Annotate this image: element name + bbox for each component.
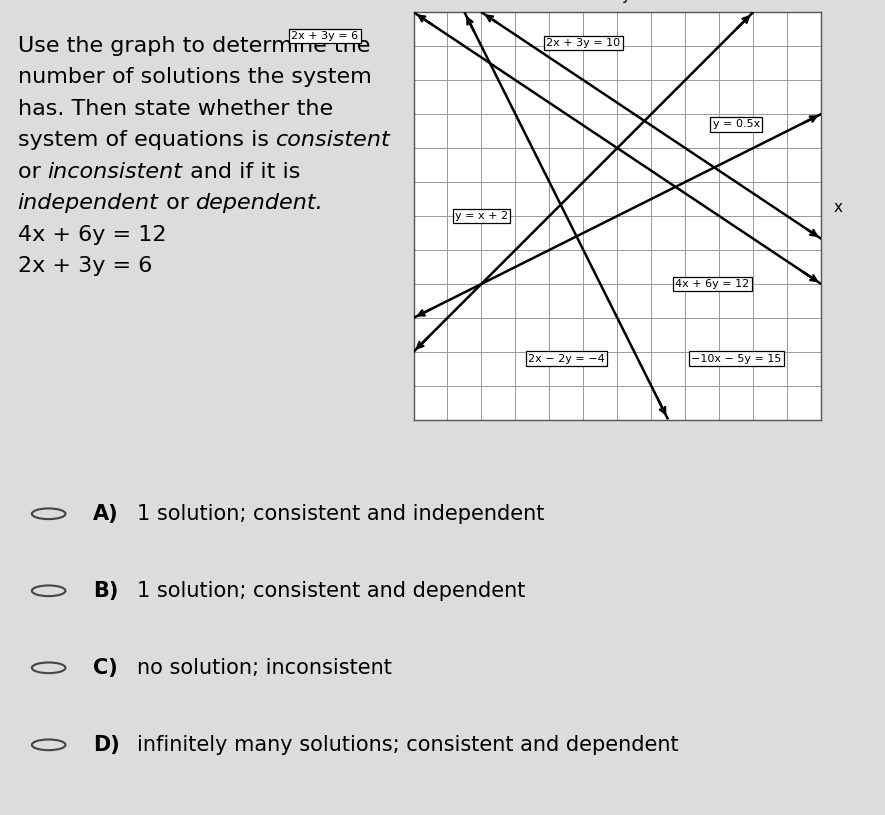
Text: 4x + 6y = 12: 4x + 6y = 12 bbox=[18, 225, 166, 245]
Text: 2x + 3y = 10: 2x + 3y = 10 bbox=[546, 37, 620, 48]
Text: no solution; inconsistent: no solution; inconsistent bbox=[137, 658, 392, 678]
Text: y: y bbox=[621, 0, 630, 2]
Text: consistent: consistent bbox=[276, 130, 390, 150]
Text: inconsistent: inconsistent bbox=[48, 162, 182, 182]
Text: 2x + 3y = 6: 2x + 3y = 6 bbox=[291, 31, 358, 41]
Text: B): B) bbox=[93, 581, 119, 601]
Text: 4x + 6y = 12: 4x + 6y = 12 bbox=[675, 279, 750, 289]
Text: or: or bbox=[18, 162, 48, 182]
Text: Use the graph to determine the: Use the graph to determine the bbox=[18, 36, 370, 55]
Text: or: or bbox=[158, 193, 196, 214]
Text: D): D) bbox=[93, 735, 119, 755]
Text: y = x + 2: y = x + 2 bbox=[455, 211, 508, 221]
Text: system of equations is: system of equations is bbox=[18, 130, 276, 150]
Text: and if it is: and if it is bbox=[182, 162, 300, 182]
Text: dependent.: dependent. bbox=[196, 193, 323, 214]
Text: x: x bbox=[834, 200, 843, 215]
Text: has. Then state whether the: has. Then state whether the bbox=[18, 99, 333, 119]
Text: C): C) bbox=[93, 658, 118, 678]
Text: infinitely many solutions; consistent and dependent: infinitely many solutions; consistent an… bbox=[137, 735, 679, 755]
Text: 1 solution; consistent and dependent: 1 solution; consistent and dependent bbox=[137, 581, 526, 601]
Text: independent: independent bbox=[18, 193, 158, 214]
Text: 2x + 3y = 6: 2x + 3y = 6 bbox=[18, 257, 152, 276]
Text: y = 0.5x: y = 0.5x bbox=[712, 119, 759, 130]
Text: −10x − 5y = 15: −10x − 5y = 15 bbox=[691, 354, 781, 363]
Text: number of solutions the system: number of solutions the system bbox=[18, 68, 372, 87]
Text: 2x − 2y = −4: 2x − 2y = −4 bbox=[528, 354, 604, 363]
Text: A): A) bbox=[93, 504, 119, 524]
Text: 1 solution; consistent and independent: 1 solution; consistent and independent bbox=[137, 504, 544, 524]
